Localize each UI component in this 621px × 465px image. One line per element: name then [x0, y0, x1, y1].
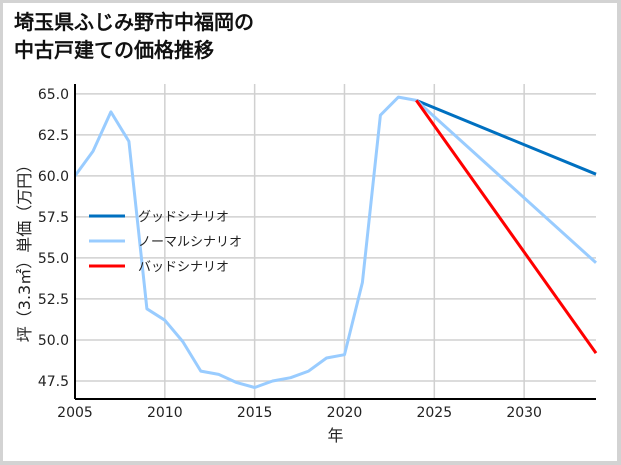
y-tick-label: 50.0	[38, 333, 69, 349]
y-tick-label: 62.5	[38, 128, 69, 144]
chart-title: 埼玉県ふじみ野市中福岡の 中古戸建ての価格推移	[14, 10, 254, 62]
x-tick-label: 2030	[506, 405, 542, 421]
y-tick-label: 57.5	[38, 210, 69, 226]
y-axis-label: 坪（3.3㎡）単価（万円）	[15, 157, 34, 342]
x-tick-label: 2005	[57, 405, 93, 421]
x-tick-label: 2015	[237, 405, 273, 421]
series-line	[415, 99, 597, 176]
x-tick-label: 2025	[416, 405, 452, 421]
series-lines	[73, 95, 598, 389]
axes: 2005 2010 2015 2020 2025 2030 47.5 50.0 52.5 55.0…	[38, 84, 596, 421]
x-axis-label: 年	[327, 426, 343, 445]
series-line	[73, 95, 598, 389]
y-tick-label: 65.0	[38, 87, 69, 103]
legend-label: グッドシナリオ	[138, 210, 229, 225]
legend-label: ノーマルシナリオ	[138, 235, 242, 250]
y-tick-label: 55.0	[38, 251, 69, 267]
x-tick-label: 2010	[147, 405, 183, 421]
y-tick-label: 47.5	[38, 374, 69, 390]
x-tick-label: 2020	[327, 405, 363, 421]
y-tick-label: 60.0	[38, 169, 69, 185]
legend-label: バッドシナリオ	[138, 260, 229, 275]
series-line	[415, 99, 598, 354]
y-tick-label: 52.5	[38, 292, 69, 308]
